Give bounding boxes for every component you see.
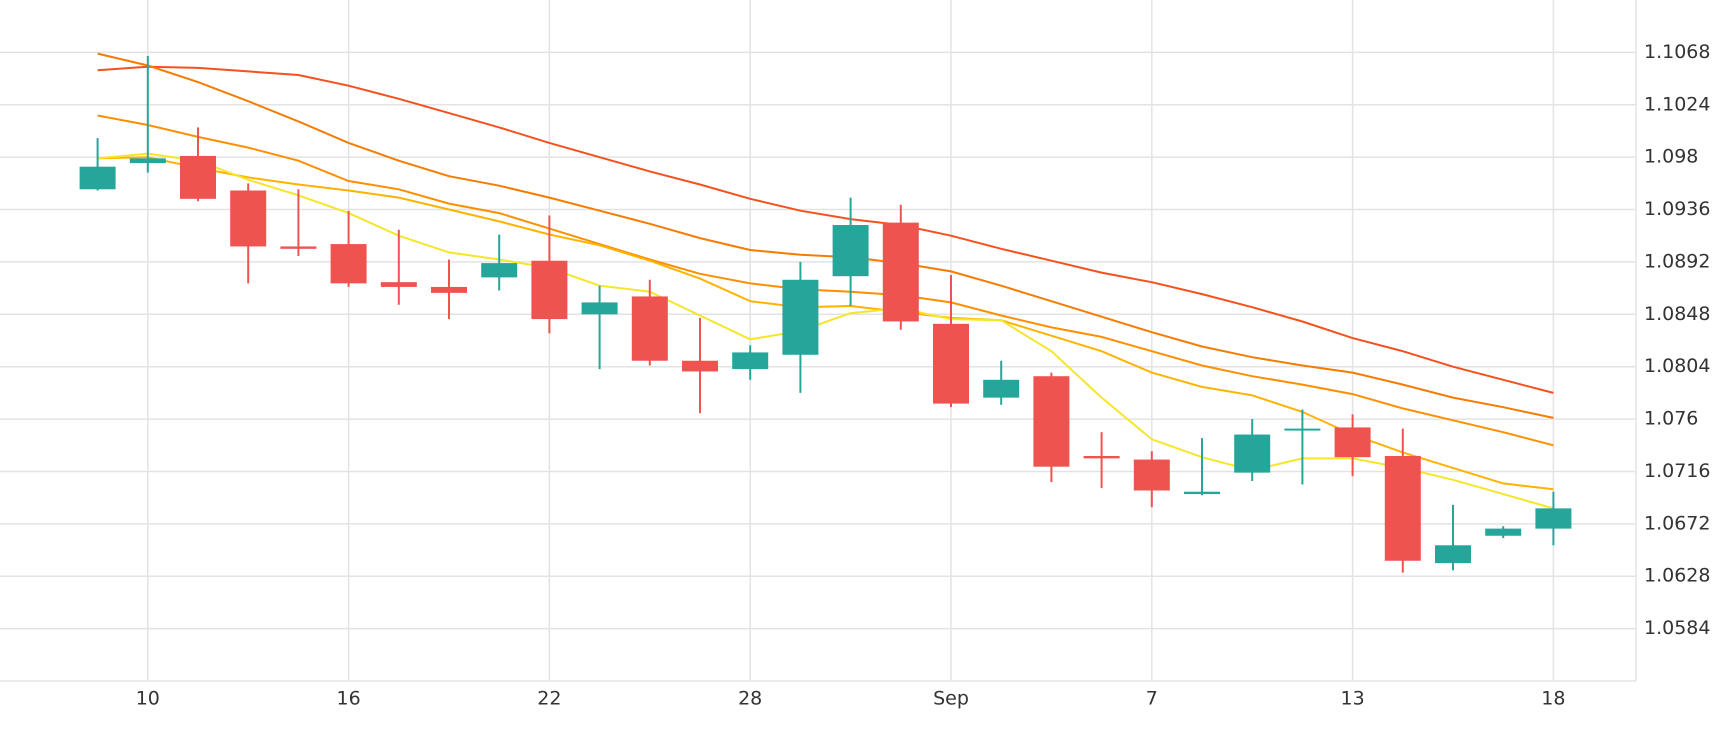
candle <box>682 317 718 414</box>
candle <box>1384 428 1421 573</box>
candle <box>1184 438 1220 496</box>
candle-body <box>682 360 718 372</box>
y-tick-label: 1.0672 <box>1644 512 1710 534</box>
candle <box>431 259 467 320</box>
candle-body <box>531 260 568 320</box>
candle-body <box>1083 455 1120 459</box>
candle-body <box>832 225 869 277</box>
candle-body <box>79 166 116 190</box>
candle-body <box>1184 491 1220 495</box>
candle <box>1334 414 1371 477</box>
candle-body <box>330 244 367 284</box>
y-tick-label: 1.0628 <box>1644 565 1710 587</box>
candle <box>180 127 216 202</box>
candle <box>832 197 869 306</box>
candle-body <box>431 286 467 293</box>
candle <box>1485 526 1522 539</box>
x-tick-label: 28 <box>738 688 762 710</box>
candle-body <box>983 379 1020 398</box>
moving-average-line <box>97 52 1554 419</box>
candle-body <box>280 246 317 249</box>
candle <box>481 234 518 291</box>
candle-body <box>631 296 668 361</box>
y-tick-label: 1.1024 <box>1644 93 1710 115</box>
candle <box>380 229 417 305</box>
moving-average-line <box>97 152 1554 510</box>
candle-body <box>732 352 769 370</box>
candle <box>129 55 166 173</box>
x-tick-label: 13 <box>1341 688 1365 710</box>
candle-body <box>933 323 969 404</box>
y-tick-label: 1.098 <box>1644 146 1698 168</box>
candle <box>1234 419 1271 481</box>
x-tick-label: 16 <box>337 688 361 710</box>
candle-body <box>129 158 166 164</box>
candle <box>782 261 819 393</box>
candle-body <box>1384 455 1421 561</box>
candle <box>1083 432 1120 489</box>
candle <box>1284 409 1321 485</box>
x-tick-label: 10 <box>136 688 160 710</box>
y-tick-label: 1.0892 <box>1644 250 1710 272</box>
y-tick-label: 1.0804 <box>1644 355 1710 377</box>
candle <box>330 210 367 287</box>
y-tick-label: 1.0584 <box>1644 617 1710 639</box>
candle <box>531 215 568 334</box>
candle <box>1033 372 1070 483</box>
candle-body <box>1334 427 1371 458</box>
candle-body <box>1435 545 1471 564</box>
candle-body <box>230 190 267 247</box>
candle-body <box>1284 428 1321 431</box>
candle-body <box>782 279 819 355</box>
moving-average-line <box>97 65 1554 394</box>
candle <box>631 279 668 366</box>
x-tick-label: Sep <box>933 688 969 710</box>
candle <box>1435 504 1471 571</box>
candle-body <box>1485 528 1522 536</box>
candle <box>882 204 919 330</box>
candle <box>1133 451 1170 508</box>
candle <box>983 360 1020 405</box>
x-tick-label: 22 <box>537 688 561 710</box>
candle-body <box>481 263 518 278</box>
y-tick-label: 1.0716 <box>1644 460 1710 482</box>
y-tick-label: 1.1068 <box>1644 41 1710 63</box>
x-tick-label: 7 <box>1146 688 1158 710</box>
x-tick-label: 18 <box>1541 688 1565 710</box>
candle-body <box>380 282 417 287</box>
candle <box>280 189 317 256</box>
candle <box>933 275 969 408</box>
y-tick-label: 1.0936 <box>1644 198 1710 220</box>
candle <box>230 183 267 284</box>
moving-average-line <box>97 114 1554 447</box>
y-tick-label: 1.076 <box>1644 408 1698 430</box>
candle-body <box>1535 508 1572 529</box>
moving-average-line <box>97 156 1554 491</box>
candle <box>732 345 769 380</box>
candle <box>581 285 618 370</box>
candle-body <box>882 222 919 322</box>
candle <box>1535 491 1572 546</box>
candle <box>79 138 116 191</box>
y-tick-label: 1.0848 <box>1644 303 1710 325</box>
grid <box>0 0 1636 681</box>
candle-body <box>1133 459 1170 491</box>
candle-body <box>581 302 618 315</box>
candle-body <box>180 155 216 199</box>
candle-body <box>1033 376 1070 467</box>
candle-body <box>1234 434 1271 473</box>
